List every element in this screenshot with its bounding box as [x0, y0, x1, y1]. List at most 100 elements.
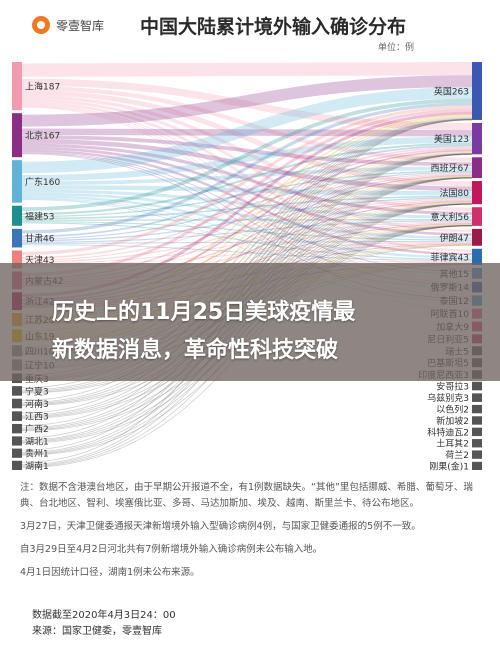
sankey-source-node	[12, 113, 22, 158]
sankey-flow	[21, 95, 473, 212]
sankey-source-label: 福建53	[25, 210, 54, 222]
sankey-flow	[21, 218, 473, 221]
sankey-target-node	[472, 416, 482, 425]
sankey-target-node	[472, 393, 482, 402]
sankey-flow	[21, 143, 473, 215]
sankey-flow	[21, 222, 473, 261]
sankey-source-label: 广东160	[25, 176, 60, 188]
sankey-flow	[21, 98, 473, 212]
sankey-target-label: 刚果(金)1	[429, 460, 469, 472]
sankey-flow	[21, 98, 473, 233]
sankey-target-label: 菲律宾43	[431, 251, 469, 263]
sankey-source-label: 甘肃46	[25, 233, 55, 245]
sankey-flow	[21, 172, 473, 261]
sankey-flow	[21, 221, 473, 265]
sankey-target-label: 安哥拉3	[436, 381, 469, 393]
sankey-flow	[21, 118, 473, 401]
sankey-source-label: 广西2	[25, 423, 49, 435]
sankey-flow	[21, 195, 473, 259]
sankey-flow	[21, 146, 473, 259]
sankey-source-label: 上海187	[25, 81, 60, 93]
sankey-target-label: 乌兹别克3	[427, 392, 469, 404]
sankey-flow	[21, 135, 473, 167]
sankey-target-node	[472, 450, 482, 459]
note-2: 3月27日，天津卫健委通报天津新增境外输入型确诊病例4例，与国家卫健委通报的5例…	[20, 521, 421, 532]
headline-overlay	[0, 263, 500, 381]
sankey-source-node	[12, 436, 22, 446]
sankey-target-node	[472, 381, 482, 391]
sankey-flow	[21, 128, 473, 137]
sankey-target-label: 以色列2	[436, 404, 469, 416]
sankey-flow	[21, 195, 473, 220]
sankey-target-label: 法国80	[440, 187, 470, 199]
sankey-flow	[21, 244, 473, 261]
header: 零壹智库 中国大陆累计境外输入确诊分布 单位：例	[0, 0, 500, 53]
sankey-target-label: 伊朗47	[440, 232, 469, 244]
sankey-flow	[21, 136, 473, 182]
sankey-target-node	[472, 404, 482, 414]
footnotes: 注：数据不含港澳台地区，由于早期公开报道不全，有1例数据缺失。“其他”里包括挪威…	[20, 480, 480, 588]
sankey-flow	[21, 102, 473, 234]
note-4: 4月1日因统计口径，湖南1例未公布来源。	[20, 567, 200, 578]
sankey-target-node	[472, 122, 482, 155]
sankey-source-node	[12, 62, 22, 111]
sankey-flow	[21, 138, 473, 191]
sankey-flow	[21, 171, 473, 240]
sankey-flow	[21, 221, 473, 241]
sankey-target-node	[472, 248, 482, 265]
sankey-target-node	[472, 181, 482, 205]
sankey-source-node	[12, 448, 22, 458]
chart-title: 中国大陆累计境外输入确诊分布	[140, 16, 407, 38]
logo: 零壹智库	[32, 16, 104, 34]
sankey-chart: 上海187北京167广东160福建53甘肃46天津43内蒙古42浙江42江苏20…	[12, 62, 482, 472]
sankey-target-label: 英国263	[434, 85, 469, 97]
sankey-source-label: 宁夏3	[25, 385, 49, 397]
logo-icon	[32, 16, 50, 34]
sankey-flow	[21, 166, 473, 186]
sankey-flow	[21, 146, 473, 236]
sankey-flow	[21, 101, 473, 252]
sankey-source-node	[12, 398, 22, 409]
sankey-flow	[21, 78, 473, 131]
sankey-target-label: 土耳其2	[436, 438, 469, 450]
sankey-flow	[21, 104, 473, 270]
sankey-target-label: 科特迪瓦2	[427, 426, 469, 438]
sankey-flow	[21, 90, 473, 187]
sankey-source-node	[12, 411, 22, 421]
sankey-source-label: 湖南1	[25, 460, 49, 472]
sankey-flow	[21, 197, 473, 242]
sankey-flow	[21, 142, 473, 216]
footer: 数据截至2020年4月3日24：00 来源：国家卫健委，零壹智库	[32, 608, 176, 640]
sankey-flow	[21, 240, 473, 245]
sankey-target-node	[472, 461, 482, 470]
sankey-target-node	[472, 62, 482, 120]
sankey-flow	[21, 144, 473, 238]
sankey-flow	[21, 62, 473, 77]
sankey-source-node	[12, 160, 22, 203]
sankey-source-node	[12, 228, 22, 248]
sankey-flow	[21, 87, 473, 174]
sankey-source-label: 河南3	[25, 398, 49, 410]
sankey-source-label: 天津43	[25, 255, 54, 266]
sankey-flow	[21, 185, 473, 196]
sankey-source-node	[12, 423, 22, 434]
sankey-source-label: 江西3	[25, 412, 49, 423]
logo-text: 零壹智库	[56, 18, 105, 33]
sankey-flow	[21, 220, 473, 243]
sankey-flow	[21, 170, 473, 218]
sankey-source-node	[12, 205, 22, 226]
sankey-flow	[21, 149, 473, 256]
data-date: 数据截至2020年4月3日24：00	[32, 610, 176, 621]
sankey-source-label: 湖北1	[25, 436, 49, 447]
data-source: 来源：国家卫健委，零壹智库	[32, 626, 162, 637]
sankey-target-node	[472, 427, 482, 437]
sankey-source-node	[12, 250, 22, 269]
unit-label: 单位：例	[377, 43, 414, 53]
headline-text: 历史上的11月25日美球疫情最 新数据消息，革命性科技突破	[52, 294, 472, 370]
headline-line-2: 新数据消息，革命性科技突破	[52, 338, 339, 363]
sankey-flow	[21, 105, 473, 256]
sankey-flow	[21, 192, 473, 240]
note-1: 注：数据不含港澳台地区，由于早期公开报道不全，有1例数据缺失。“其他”里包括挪威…	[20, 482, 473, 509]
sankey-target-node	[472, 439, 482, 448]
sankey-target-label: 新加坡2	[436, 415, 469, 427]
